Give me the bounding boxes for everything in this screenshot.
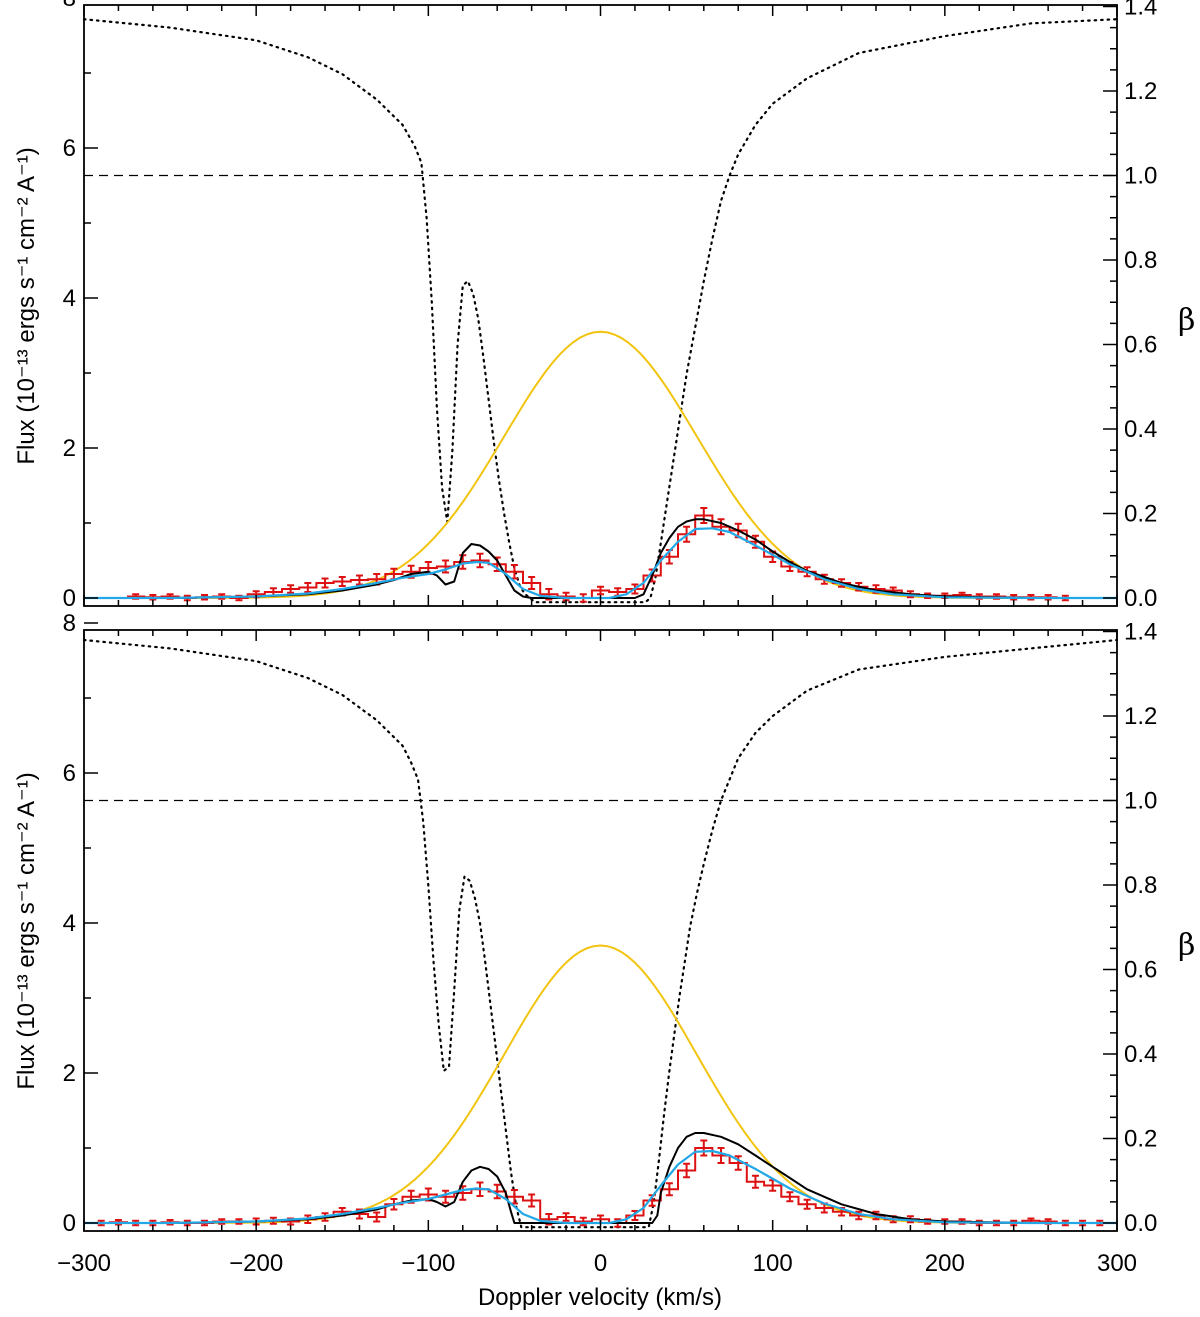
top-right-y-tick-label: 0.2 — [1124, 501, 1157, 528]
bottom-right-y-tick-label: 1.2 — [1124, 703, 1157, 730]
bottom-right-y-tick-label: 0.6 — [1124, 957, 1157, 984]
top-right-y-tick-label: 0.8 — [1124, 247, 1157, 274]
bottom-right-y-tick-label: 0.0 — [1124, 1210, 1157, 1237]
top-right-y-tick-label: 1.4 — [1124, 0, 1157, 21]
bottom-left-y-tick-label: 6 — [63, 760, 76, 787]
bottom-right-y-tick-label: 0.8 — [1124, 872, 1157, 899]
top-right-y-tick-label: 0.0 — [1124, 585, 1157, 612]
bottom-right-y-tick-label: 0.2 — [1124, 1126, 1157, 1153]
bottom-plot-area: 0 2 4 6 8 0.0 0.2 0.4 0.6 0.8 1.0 1.2 1.4 — [63, 610, 1158, 1237]
top-beta-curve — [82, 18, 1119, 604]
bottom-black-model-curve — [84, 1132, 1117, 1224]
x-tick-label: 300 — [1097, 1250, 1137, 1277]
x-tick-label: 100 — [753, 1250, 793, 1277]
bottom-right-y-tick-label: 0.4 — [1124, 1041, 1157, 1068]
bottom-right-y-tick-label: 1.4 — [1124, 619, 1157, 646]
top-left-axis-label: Flux (10⁻¹³ ergs s⁻¹ cm⁻² A⁻¹) — [13, 147, 40, 464]
bottom-data-histogram — [92, 1147, 1109, 1224]
bottom-beta-curve — [82, 638, 1119, 1229]
bottom-left-y-tick-label: 4 — [63, 910, 76, 937]
x-tick-label: −200 — [229, 1250, 283, 1277]
top-left-y-tick-label: 4 — [63, 285, 76, 312]
bottom-blue-model-curve — [84, 1149, 1117, 1225]
bottom-left-y-tick-label: 2 — [63, 1060, 76, 1087]
top-panel: 0 2 4 6 8 0.0 0.2 0.4 0.6 0.8 1.0 1.2 1.4 β Flux (10… — [13, 0, 1195, 612]
bottom-right-y-tick-label: 1.0 — [1124, 788, 1157, 815]
bottom-left-axis-label: Flux (10⁻¹³ ergs s⁻¹ cm⁻² A⁻¹) — [13, 772, 40, 1089]
bottom-gaussian-curve — [84, 944, 1117, 1224]
top-left-y-tick-label: 6 — [63, 135, 76, 162]
top-right-y-tick-label: 0.4 — [1124, 416, 1157, 443]
bottom-panel: 0 2 4 6 8 0.0 0.2 0.4 0.6 0.8 1.0 1.2 1.4 β Flux (10… — [13, 610, 1195, 1237]
x-tick-label: 0 — [594, 1250, 607, 1277]
bottom-panel-frame — [83, 629, 1118, 1232]
x-tick-label: −100 — [401, 1250, 455, 1277]
bottom-right-axis-label: β — [1178, 928, 1195, 963]
top-blue-model-curve — [84, 527, 1117, 600]
top-data-histogram — [127, 514, 1074, 599]
top-right-y-tick-label: 0.6 — [1124, 332, 1157, 359]
top-left-y-tick-label: 8 — [63, 0, 76, 12]
x-tick-label: −300 — [57, 1250, 111, 1277]
top-plot-area: 0 2 4 6 8 0.0 0.2 0.4 0.6 0.8 1.0 1.2 1.4 — [63, 0, 1158, 612]
top-left-y-tick-label: 0 — [63, 585, 76, 612]
top-right-axis-label: β — [1178, 303, 1195, 338]
top-right-y-tick-label: 1.2 — [1124, 78, 1157, 105]
top-right-y-tick-label: 1.0 — [1124, 163, 1157, 190]
top-gaussian-curve — [84, 330, 1117, 599]
bottom-left-y-tick-label: 0 — [63, 1210, 76, 1237]
bottom-left-y-tick-label: 8 — [63, 610, 76, 637]
top-left-y-tick-label: 2 — [63, 435, 76, 462]
top-panel-frame — [83, 4, 1118, 607]
x-tick-label: 200 — [925, 1250, 965, 1277]
x-axis-label: Doppler velocity (km/s) — [478, 1284, 722, 1311]
